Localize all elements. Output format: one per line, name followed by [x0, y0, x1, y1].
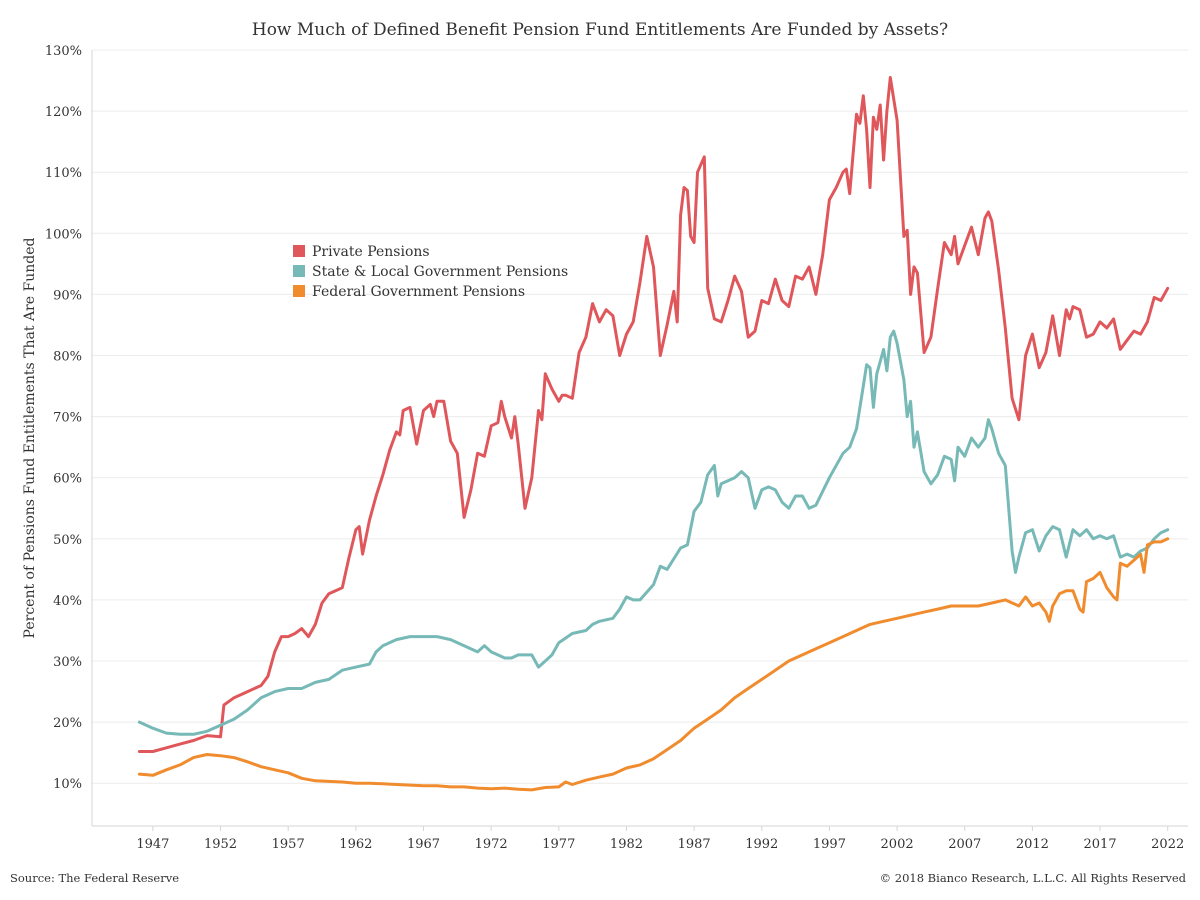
copyright-note: © 2018 Bianco Research, L.L.C. All Right… — [880, 871, 1187, 885]
x-tick-label: 1982 — [610, 837, 643, 852]
x-tick-label: 2002 — [881, 837, 914, 852]
x-tick-label: 2012 — [1016, 837, 1049, 852]
legend: Private Pensions State & Local Government… — [293, 244, 568, 300]
chart-title: How Much of Defined Benefit Pension Fund… — [252, 20, 948, 40]
y-tick-label: 90% — [53, 288, 82, 303]
legend-swatch — [293, 245, 305, 257]
y-tick-label: 10% — [53, 777, 82, 792]
x-tick-label: 1962 — [339, 837, 372, 852]
y-tick-label: 130% — [45, 44, 82, 59]
gridlines — [92, 49, 1188, 784]
x-tick-label: 2007 — [948, 837, 981, 852]
legend-label: Private Pensions — [312, 244, 430, 260]
source-note: Source: The Federal Reserve — [10, 871, 179, 885]
y-tick-label: 30% — [53, 655, 82, 670]
x-tick-label: 1972 — [475, 837, 508, 852]
x-tick-label: 1967 — [407, 837, 440, 852]
y-tick-label: 20% — [53, 716, 82, 731]
y-tick-label: 110% — [45, 166, 82, 181]
series-lines — [137, 76, 1170, 792]
series-line-1 — [137, 76, 1170, 753]
y-tick-label: 60% — [53, 472, 82, 487]
legend-swatch — [293, 265, 305, 277]
y-tick-label: 50% — [53, 533, 82, 548]
x-tick-label: 1957 — [272, 837, 305, 852]
y-axis-label: Percent of Pensions Fund Entitlements Th… — [22, 238, 38, 639]
legend-label: State & Local Government Pensions — [312, 264, 568, 280]
x-tick-label: 1947 — [136, 837, 169, 852]
y-tick-label: 120% — [45, 105, 82, 120]
x-tick-label: 1997 — [813, 837, 846, 852]
y-tick-label: 70% — [53, 411, 82, 426]
x-tick-label: 1987 — [678, 837, 711, 852]
x-tick-label: 2022 — [1151, 837, 1184, 852]
y-tick-label: 80% — [53, 350, 82, 365]
x-axis-ticks: 1947 1952 1957 1962 1967 1972 1977 1982 1987 1992… — [136, 826, 1184, 852]
x-tick-label: 1992 — [745, 837, 778, 852]
y-axis-ticks: 10% 20% 30% 40% 50% 60% 70% 80% 90% 100% 110% 120% 1… — [45, 44, 82, 792]
x-tick-label: 1977 — [542, 837, 575, 852]
y-tick-label: 100% — [45, 227, 82, 242]
x-tick-label: 1952 — [204, 837, 237, 852]
legend-swatch — [293, 285, 305, 297]
legend-label: Federal Government Pensions — [312, 284, 525, 300]
y-tick-label: 40% — [53, 594, 82, 609]
series-line-2 — [137, 329, 1170, 736]
series-line-3 — [137, 537, 1170, 792]
x-tick-label: 2017 — [1084, 837, 1117, 852]
